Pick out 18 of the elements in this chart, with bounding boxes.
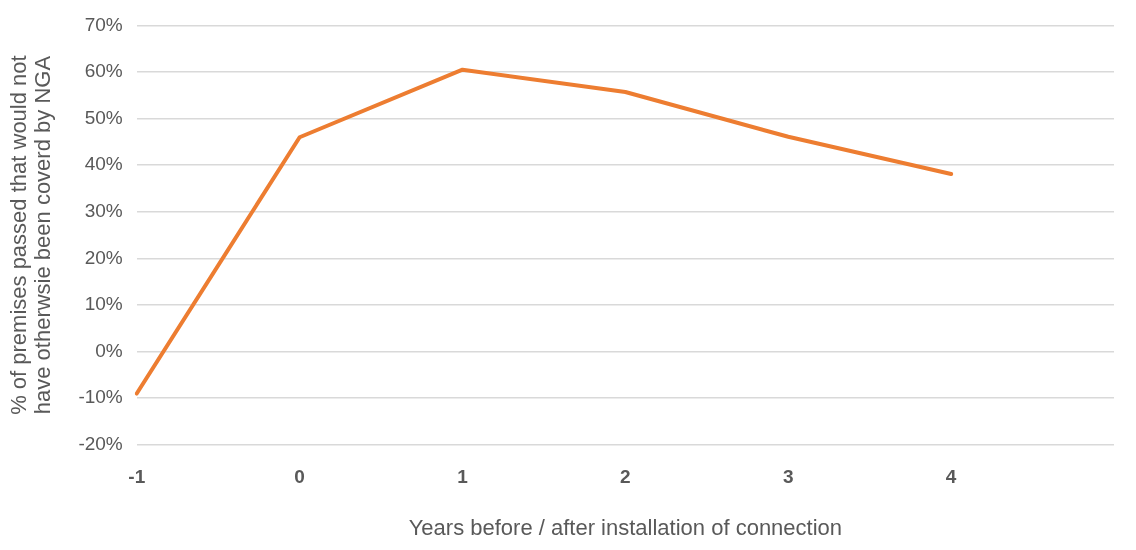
y-tick-label: 40% — [84, 153, 123, 175]
x-tick-label: 0 — [294, 466, 305, 488]
x-tick-label: 4 — [945, 466, 957, 488]
x-tick-label: 2 — [620, 466, 631, 488]
y-tick-label: 20% — [84, 246, 123, 268]
y-tick-label: 60% — [84, 60, 123, 82]
y-tick-label: -10% — [78, 386, 123, 408]
y-tick-label: 50% — [84, 106, 123, 128]
x-tick-label: 3 — [782, 466, 794, 488]
y-axis-title: % of premises passed that would not have otherwsie been coverd by NGA — [6, 55, 56, 415]
x-tick-label: -1 — [128, 466, 146, 488]
x-axis-title: Years before / after installation of connection — [408, 514, 843, 540]
y-tick-label: -20% — [78, 433, 123, 455]
y-tick-label: 10% — [84, 293, 123, 315]
y-tick-label: 30% — [84, 200, 123, 222]
y-tick-label: 70% — [84, 13, 123, 35]
x-tick-label: 1 — [457, 466, 469, 488]
y-tick-label: 0% — [95, 339, 123, 361]
